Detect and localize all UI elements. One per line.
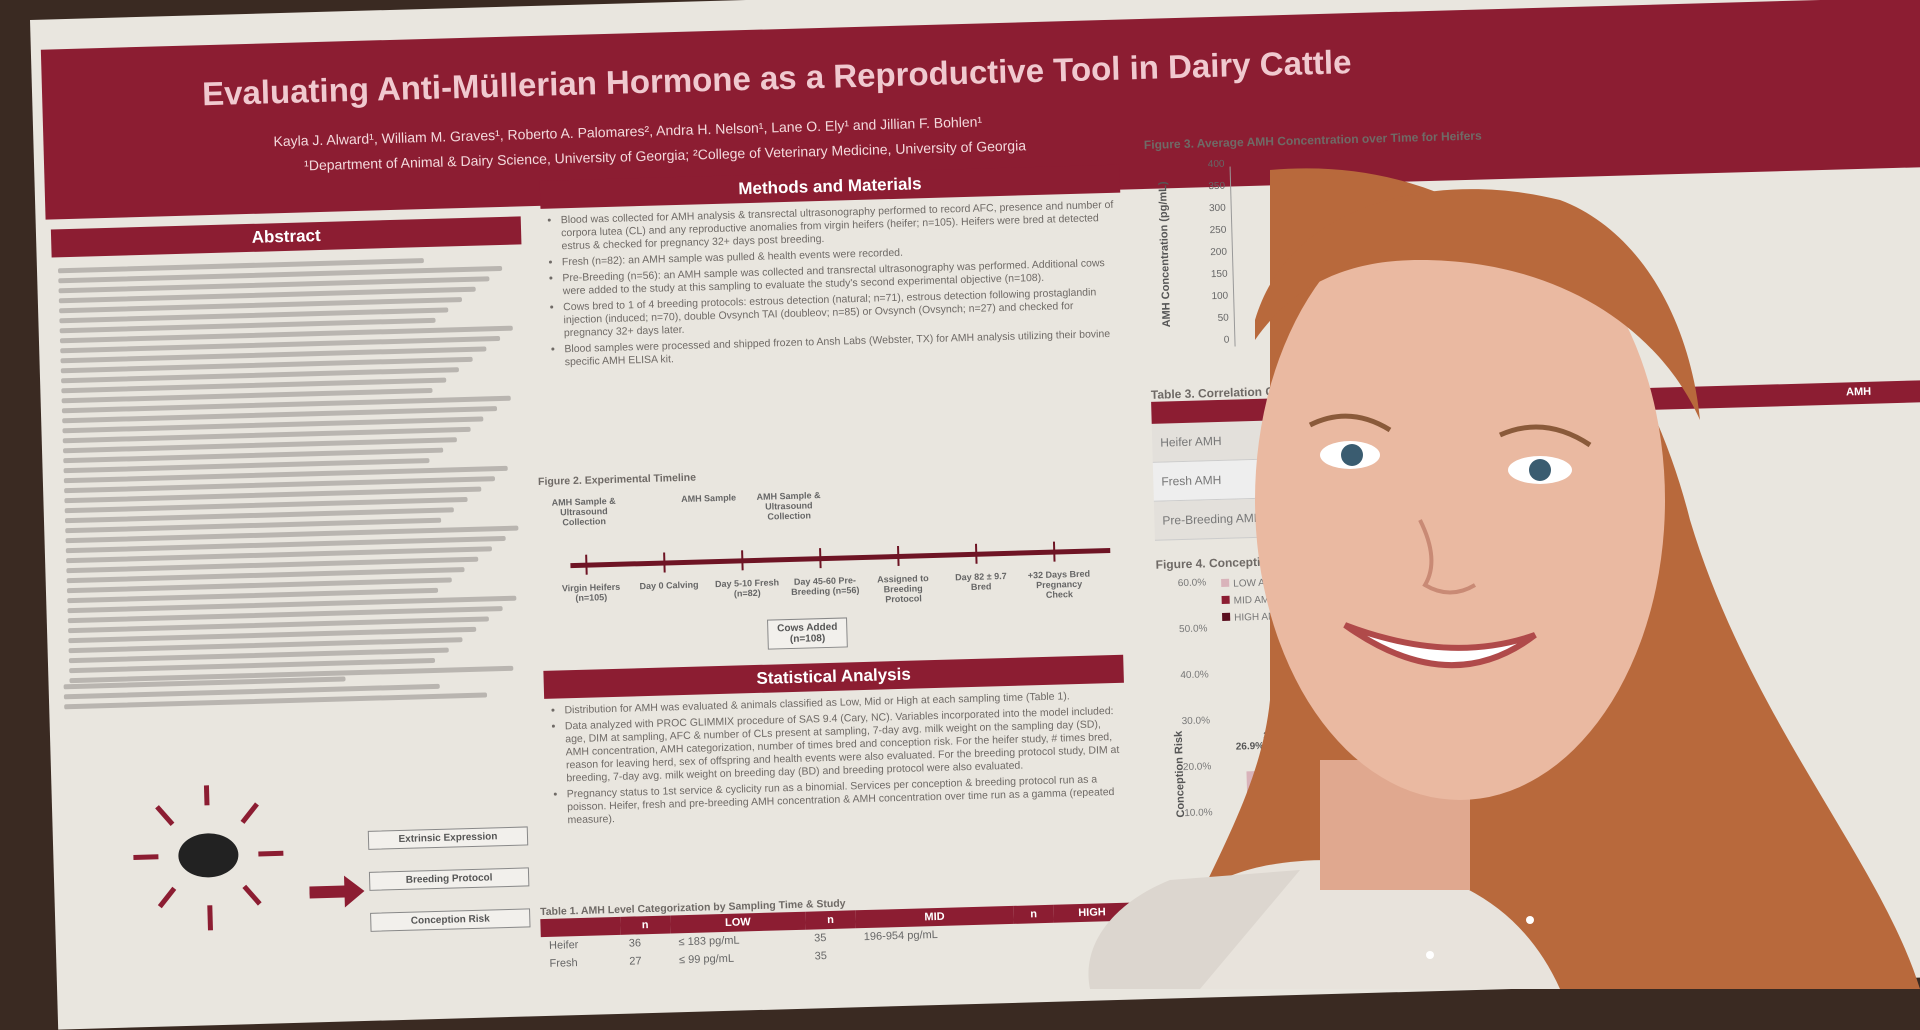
shirt <box>1088 870 1300 989</box>
photo: {"header":{"title":"Evaluating Anti-Müll… <box>0 0 1920 989</box>
smile <box>1343 622 1537 669</box>
diagram: Extrinsic Expression Breeding Protocol Con… <box>63 666 542 1009</box>
arrow <box>309 875 365 908</box>
face <box>1255 200 1665 800</box>
person <box>1088 168 1920 989</box>
diagram-hub <box>133 785 284 931</box>
poster: Evaluating Anti-Müllerian Hormone as a R… <box>30 0 1920 1030</box>
hair <box>1255 189 1700 420</box>
